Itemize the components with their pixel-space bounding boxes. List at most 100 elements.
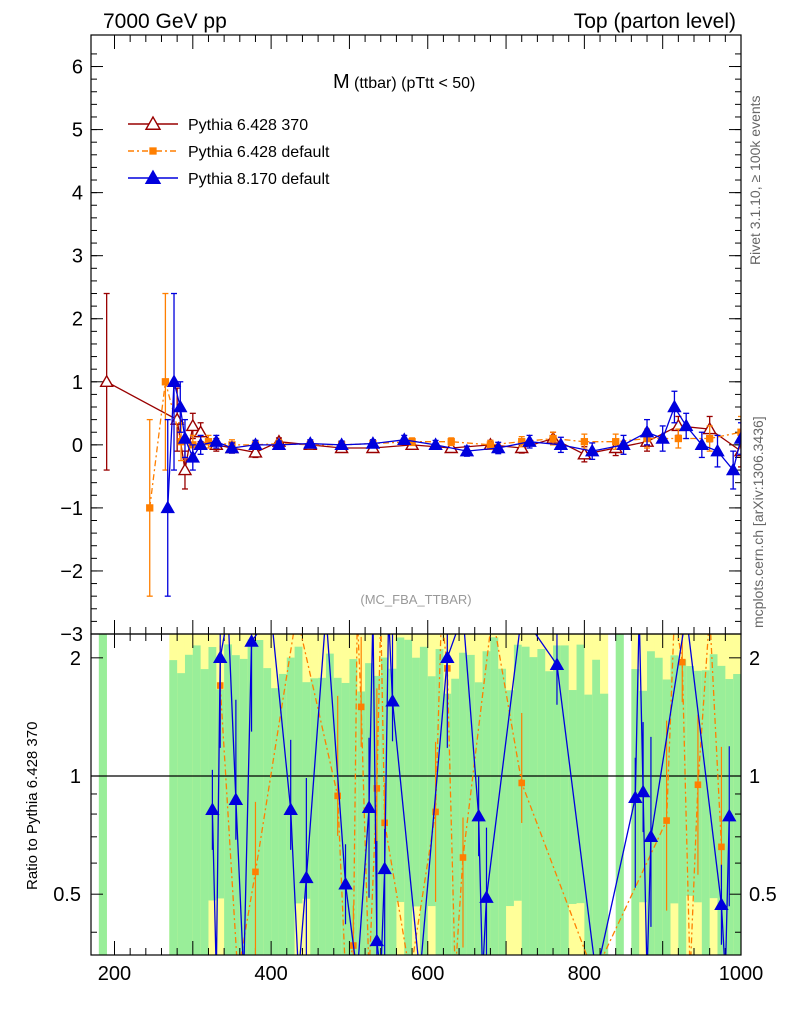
- band-bin: [576, 644, 585, 904]
- band-bin: [427, 676, 436, 907]
- band-bin: [654, 657, 663, 955]
- band-bin: [545, 671, 554, 955]
- legend-marker: [144, 115, 162, 130]
- band-bin: [177, 673, 186, 955]
- band-bin: [247, 639, 256, 955]
- band-bin: [435, 649, 444, 955]
- band-bin: [325, 653, 335, 955]
- data-point: [224, 440, 240, 454]
- data-point: [397, 432, 412, 445]
- band-bin: [357, 691, 366, 955]
- ratio-data-point: [635, 784, 651, 798]
- data-point: [334, 437, 349, 451]
- ratio-data-point: [228, 792, 244, 805]
- series-pythia-8-170-default: [160, 292, 741, 597]
- band-bin: [506, 690, 515, 907]
- data-point: [655, 431, 670, 444]
- data-point: [161, 378, 170, 386]
- data-point: [486, 441, 495, 449]
- data-point: [177, 431, 193, 444]
- series-line: [106, 381, 741, 471]
- data-point: [584, 443, 600, 457]
- x-tick-label: 200: [98, 963, 131, 985]
- band-bin: [169, 660, 178, 955]
- ratio-data-point: [205, 802, 220, 816]
- header-left: 7000 GeV pp: [103, 10, 227, 33]
- ratio-y-tick-label-right: 0.5: [749, 884, 777, 906]
- data-point: [248, 437, 263, 451]
- ratio-data-point: [334, 792, 341, 800]
- data-point: [459, 443, 475, 457]
- ratio-y-tick-label-right: 1: [749, 766, 760, 788]
- ratio-y-axis-label: Ratio to Pythia 6.428 370: [24, 722, 41, 890]
- data-point: [447, 438, 455, 446]
- band-bin: [678, 659, 687, 955]
- analysis-watermark: (MC_FBA_TTBAR): [360, 592, 471, 607]
- plot-title-sub: (ttbar) (pTtt < 50): [354, 75, 475, 92]
- series-pythia-6-428-default: [146, 292, 741, 597]
- band-bin: [490, 637, 499, 955]
- band-bin: [388, 668, 397, 955]
- ratio-data-point: [694, 781, 702, 789]
- ratio-data-point: [471, 808, 486, 822]
- x-tick-label: 1000: [719, 963, 764, 985]
- ratio-data-point: [479, 890, 494, 903]
- ratio-data-point: [549, 657, 565, 670]
- band-bin: [310, 678, 319, 955]
- data-point: [303, 436, 318, 449]
- main-y-tick-label: 2: [72, 309, 83, 331]
- main-y-tick-label: 4: [72, 183, 83, 205]
- data-point: [667, 399, 682, 413]
- data-point: [694, 437, 710, 451]
- band-bin: [443, 693, 452, 955]
- data-point: [706, 434, 714, 443]
- data-point: [248, 444, 263, 458]
- data-point: [678, 418, 694, 432]
- band-bin: [184, 654, 194, 955]
- band-bin: [498, 668, 507, 955]
- data-point: [639, 424, 655, 438]
- band-bin: [529, 657, 538, 955]
- data-point: [616, 437, 631, 451]
- band-bin: [404, 639, 413, 955]
- ratio-data-point: [369, 933, 385, 947]
- data-point: [146, 504, 154, 512]
- band-bin: [521, 646, 530, 955]
- legend-label: Pythia 6.428 default: [188, 144, 330, 161]
- ratio-panel-series: [205, 634, 737, 955]
- ratio-panel-frame: [90, 633, 742, 956]
- band-bin: [341, 682, 350, 955]
- band-bin: [192, 645, 201, 955]
- plot-title-main: M: [333, 71, 350, 93]
- legend-label: Pythia 8.170 default: [188, 171, 330, 188]
- band-bin: [466, 654, 476, 955]
- band-bin: [271, 688, 280, 955]
- data-point: [553, 437, 569, 451]
- ratio-data-point: [244, 634, 259, 647]
- ratio-data-point: [714, 897, 729, 910]
- mcplots-label: mcplots.cern.ch [arXiv:1306.3436]: [750, 416, 766, 628]
- ratio-y-tick-label: 0.5: [53, 884, 81, 906]
- legend: Pythia 6.428 370 Pythia 6.428 default Pyth…: [128, 115, 330, 188]
- band-bin: [239, 658, 248, 955]
- data-point: [733, 431, 741, 444]
- ratio-y-tick-label: 2: [70, 648, 81, 670]
- band-bin: [592, 659, 601, 955]
- data-point: [185, 450, 201, 463]
- band-bin: [670, 655, 679, 904]
- band-bin: [600, 693, 609, 955]
- data-point: [185, 418, 201, 432]
- ratio-y-tick-label-right: 2: [749, 648, 760, 670]
- rivet-label: Rivet 3.1.10, ≥ 100k events: [747, 95, 763, 265]
- data-point: [549, 434, 557, 443]
- band-bin: [482, 651, 491, 955]
- ratio-data-point: [361, 800, 377, 813]
- data-point: [710, 443, 725, 457]
- ratio-data-point: [643, 829, 659, 843]
- band-bin: [98, 634, 107, 955]
- band-bin: [419, 646, 429, 955]
- band-bin: [568, 690, 577, 904]
- ratio-data-point: [377, 861, 392, 875]
- x-tick-label: 800: [568, 963, 601, 985]
